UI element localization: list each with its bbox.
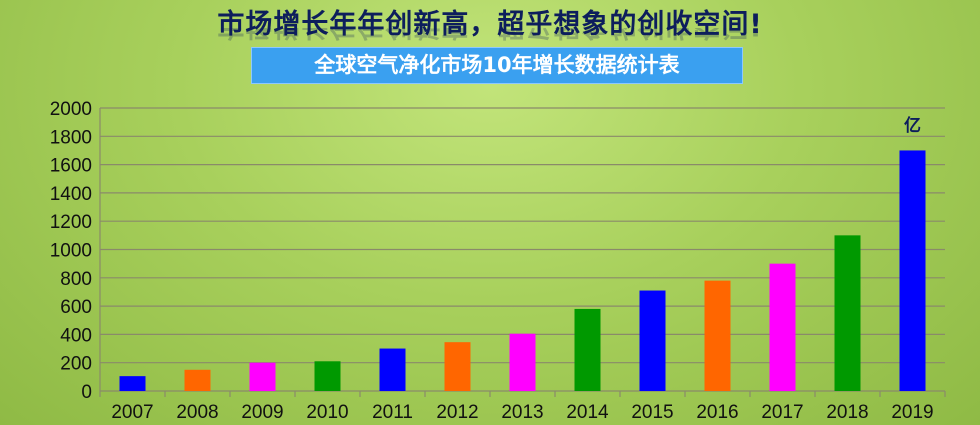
x-tick-label: 2018 <box>826 402 868 423</box>
bar-2012 <box>444 342 471 391</box>
x-tick-label: 2012 <box>436 402 478 423</box>
x-tick-label: 2011 <box>372 402 413 423</box>
bar-2017 <box>769 263 796 391</box>
bar-2011 <box>379 348 406 391</box>
y-tick-label: 0 <box>81 382 92 403</box>
bar-2015 <box>639 290 666 391</box>
bar-2013 <box>509 333 536 391</box>
bar-2009 <box>249 362 276 391</box>
y-tick-label: 1200 <box>50 212 92 233</box>
x-tick-label: 2008 <box>176 402 218 423</box>
x-tick-label: 2016 <box>696 402 738 423</box>
x-tick-label: 2014 <box>566 402 609 423</box>
y-tick-label: 200 <box>60 354 92 375</box>
bar-2018 <box>834 235 861 391</box>
y-tick-label: 2000 <box>50 99 92 120</box>
bar-2014 <box>574 308 601 391</box>
x-tick-label: 2007 <box>111 402 153 423</box>
bar-2019 <box>899 150 926 391</box>
y-tick-label: 600 <box>60 297 92 318</box>
y-tick-label: 1600 <box>50 156 92 177</box>
x-tick-label: 2010 <box>306 402 348 423</box>
x-tick-label: 2017 <box>761 402 803 423</box>
y-tick-label: 800 <box>60 269 92 290</box>
bar-2008 <box>184 369 211 391</box>
bar-2016 <box>704 280 731 391</box>
x-tick-label: 2015 <box>631 402 673 423</box>
bar-2007 <box>119 376 146 391</box>
unit-label: 亿 <box>904 115 921 136</box>
x-tick-label: 2013 <box>501 402 543 423</box>
chart-title: 全球空气净化市场10年增长数据统计表 <box>251 47 743 84</box>
y-tick-label: 1400 <box>50 184 92 205</box>
x-tick-label: 2009 <box>241 402 283 423</box>
x-tick-label: 2019 <box>891 402 933 423</box>
y-tick-label: 400 <box>60 325 92 346</box>
headline: 市场增长年年创新高，超乎想象的创收空间! <box>217 9 763 40</box>
bar-2010 <box>314 361 341 391</box>
y-tick-label: 1800 <box>50 127 92 148</box>
y-tick-label: 1000 <box>50 241 92 262</box>
